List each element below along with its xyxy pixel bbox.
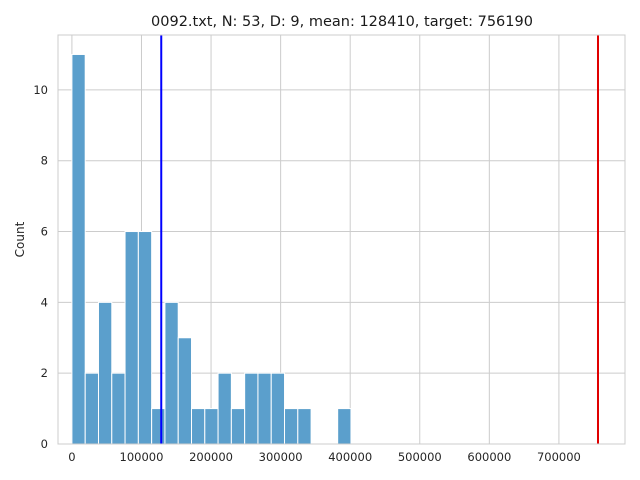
x-tick-label: 500000 — [398, 450, 442, 464]
y-tick-label: 6 — [41, 225, 48, 239]
reference-lines — [160, 35, 599, 444]
chart-title: 0092.txt, N: 53, D: 9, mean: 128410, tar… — [151, 14, 533, 30]
histogram-bar — [230, 408, 246, 445]
histogram-bar — [137, 231, 153, 445]
x-tick-label: 400000 — [328, 450, 372, 464]
y-axis-label: Count — [13, 221, 27, 257]
histogram-bar — [177, 337, 193, 445]
histogram-bar — [97, 301, 113, 445]
y-tick-label: 10 — [33, 83, 48, 97]
y-tick-label: 8 — [41, 154, 48, 168]
histogram-bar — [164, 301, 179, 445]
histogram-bar — [71, 53, 86, 445]
histogram-bar — [297, 408, 312, 445]
x-tick-label: 0 — [68, 450, 75, 464]
grid-lines — [58, 35, 625, 445]
histogram-bar — [217, 372, 232, 445]
histogram-bar — [84, 372, 99, 445]
x-tick-label: 600000 — [467, 450, 511, 464]
y-tick-label: 4 — [41, 295, 48, 309]
histogram-bar — [111, 372, 126, 445]
y-tick-label: 0 — [41, 437, 48, 451]
histogram-bar — [124, 231, 139, 445]
histogram-bar — [257, 372, 272, 445]
histogram-bar — [284, 408, 299, 445]
plot-frame — [57, 34, 626, 445]
histogram-bar — [151, 408, 166, 445]
histogram-bar — [244, 372, 259, 445]
x-tick-label: 700000 — [537, 450, 581, 464]
histogram-bar — [337, 408, 352, 445]
x-tick-label: 200000 — [189, 450, 233, 464]
histogram-bar — [191, 408, 206, 445]
x-tick-label: 300000 — [259, 450, 303, 464]
x-tick-labels: 0 100000 200000 300000 400000 500000 600000 700… — [68, 450, 581, 464]
histogram-bar — [270, 372, 286, 445]
y-tick-labels: 0 2 4 6 8 10 — [33, 83, 48, 451]
x-tick-label: 100000 — [120, 450, 164, 464]
y-tick-label: 2 — [41, 366, 48, 380]
histogram-bar — [204, 408, 219, 445]
